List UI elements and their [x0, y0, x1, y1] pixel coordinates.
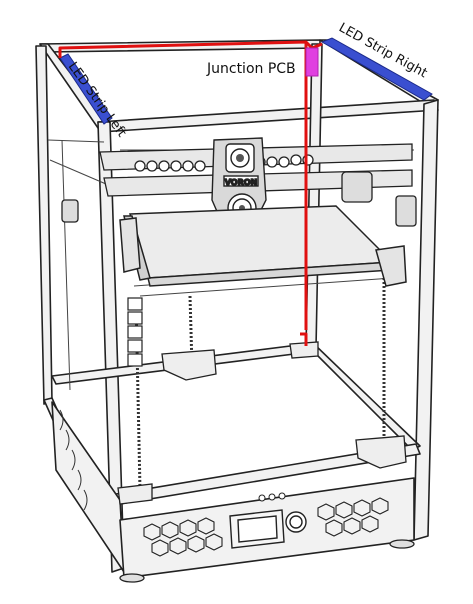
led-wiring — [58, 40, 323, 346]
xy-motors — [61, 171, 417, 227]
label-junction-pcb: Junction PCB — [206, 61, 296, 77]
z-mounts — [117, 341, 407, 505]
led-strip-right — [320, 37, 433, 101]
lead-screws — [134, 262, 386, 491]
honeycomb-right — [317, 497, 389, 537]
led-strip-left — [59, 53, 113, 125]
feet — [119, 539, 415, 583]
front-button-dots — [258, 492, 286, 502]
z-drag-chain — [127, 297, 143, 367]
brand-mark: VORON — [225, 178, 258, 187]
front-skirt — [143, 497, 389, 557]
rotary-knob-icon — [285, 511, 307, 533]
honeycomb-left — [143, 517, 223, 557]
print-bed — [119, 205, 407, 287]
lcd-screen-icon — [229, 509, 285, 549]
junction-pcb — [305, 47, 319, 77]
side-vents — [59, 409, 88, 511]
